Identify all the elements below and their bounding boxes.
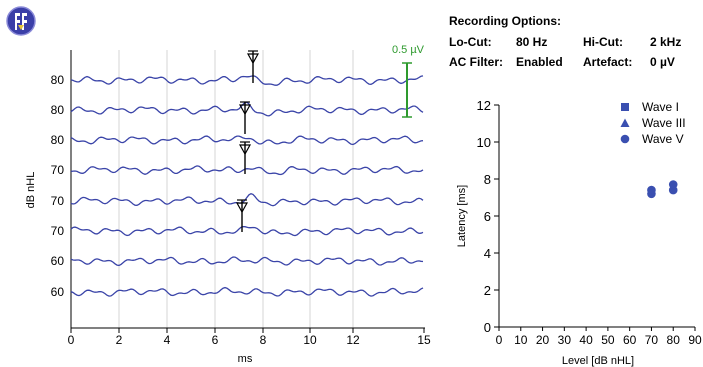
waveform-trace[interactable]: [70, 135, 424, 146]
ac-filter-label: AC Filter:: [449, 55, 503, 69]
latency-x-tick-label: 70: [645, 333, 659, 347]
waveform-x-tick-label: 6: [212, 333, 219, 347]
waveform-trace[interactable]: [70, 165, 424, 176]
waveform-trace[interactable]: [70, 225, 424, 237]
latency-y-tick-label: 4: [484, 246, 491, 261]
waveform-trace[interactable]: [70, 286, 424, 297]
lo-cut-label: Lo-Cut:: [449, 35, 492, 49]
waveform-trace[interactable]: [70, 256, 424, 267]
trace-level-label: 60: [51, 254, 65, 268]
waveform-x-tick-label: 8: [260, 333, 267, 347]
latency-x-ticks: 0 10 20 30 40 50 60 70 80 90: [496, 327, 702, 347]
wave-v-marker[interactable]: [246, 50, 260, 83]
trace-level-label: 80: [51, 103, 65, 117]
hi-cut-label: Hi-Cut:: [583, 35, 623, 49]
waveform-grid: [118, 50, 354, 328]
latency-x-tick-label: 0: [496, 333, 503, 347]
latency-x-tick-label: 90: [688, 333, 702, 347]
legend-label: Wave V: [642, 132, 684, 146]
waveform-trace[interactable]: [70, 101, 424, 117]
waveform-y-label: dB nHL: [25, 172, 37, 209]
trace-level-label: 60: [51, 285, 65, 299]
trace-level-label: 70: [51, 163, 65, 177]
wave-v-marker-triangle: [235, 202, 249, 214]
recording-options-title: Recording Options:: [449, 14, 561, 28]
latency-y-label: Latency [ms]: [456, 185, 468, 247]
waveform-trace[interactable]: [70, 75, 424, 86]
latency-x-tick-label: 10: [514, 333, 528, 347]
trace-level-label: 70: [51, 194, 65, 208]
latency-x-tick-label: 40: [579, 333, 593, 347]
latency-x-tick-label: 30: [558, 333, 572, 347]
ac-filter-value: Enabled: [516, 55, 563, 69]
waveform-trace[interactable]: [70, 192, 424, 207]
wave-v-marker-triangle: [238, 144, 252, 156]
wave-v-marker[interactable]: [238, 141, 252, 174]
waveform-plot[interactable]: 80 80 80 70 70 70 60 60 0 2 4 6 8 10 12 15 0.5 µV dB n…: [0, 0, 440, 367]
latency-x-label: Level [dB nHL]: [562, 355, 634, 367]
wave-v-marker-triangle: [246, 53, 260, 65]
waveform-x-tick-label: 0: [68, 333, 75, 347]
trace-level-label: 70: [51, 224, 65, 238]
latency-x-tick-label: 20: [536, 333, 550, 347]
legend-label: Wave I: [642, 100, 679, 114]
waveform-x-tick-label: 15: [417, 333, 431, 347]
amplitude-scale-bar: 0.5 µV: [392, 44, 425, 118]
trace-level-labels: 80 80 80 70 70 70 60 60: [51, 73, 65, 299]
legend-label: Wave III: [642, 116, 686, 130]
latency-y-tick-label: 6: [484, 209, 491, 224]
latency-point: [647, 189, 656, 199]
trace-level-label: 80: [51, 133, 65, 147]
legend-marker: [621, 103, 629, 111]
waveform-x-tick-label: 2: [116, 333, 123, 347]
artefact-value: 0 µV: [650, 55, 675, 69]
wave-v-markers: [235, 50, 260, 232]
wave-v-marker[interactable]: [238, 101, 252, 134]
latency-x-tick-label: 80: [667, 333, 681, 347]
latency-point: [668, 180, 678, 189]
lo-cut-value: 80 Hz: [516, 35, 548, 49]
waveform-x-tick-label: 12: [346, 333, 360, 347]
waveform-x-tick-label: 4: [164, 333, 171, 347]
latency-point: [647, 185, 656, 195]
hi-cut-value: 2 kHz: [650, 35, 682, 49]
waveform-traces: [70, 75, 424, 297]
app-logo-icon: [6, 6, 36, 36]
latency-legend: Wave I Wave III Wave V: [620, 100, 686, 146]
wave-v-marker-triangle: [238, 104, 252, 116]
legend-marker: [620, 134, 630, 144]
latency-y-ticks: 0 2 4 6 8 10 12: [477, 98, 499, 335]
waveform-x-tick-label: 10: [303, 333, 317, 347]
trace-level-label: 80: [51, 73, 65, 87]
latency-y-tick-label: 2: [484, 283, 491, 298]
waveform-x-label: ms: [238, 353, 253, 365]
latency-y-tick-label: 10: [477, 135, 491, 150]
latency-x-tick-label: 50: [601, 333, 615, 347]
wave-v-marker[interactable]: [235, 199, 249, 232]
latency-x-tick-label: 60: [623, 333, 637, 347]
latency-y-tick-label: 0: [484, 320, 491, 335]
latency-points: [647, 180, 678, 199]
scale-bar-label: 0.5 µV: [392, 44, 425, 56]
waveform-x-ticks: 0 2 4 6 8 10 12 15: [68, 328, 431, 347]
latency-y-tick-label: 12: [477, 98, 491, 113]
legend-marker: [620, 118, 630, 127]
artefact-label: Artefact:: [583, 55, 633, 69]
latency-point: [668, 185, 678, 195]
latency-y-tick-label: 8: [484, 172, 491, 187]
